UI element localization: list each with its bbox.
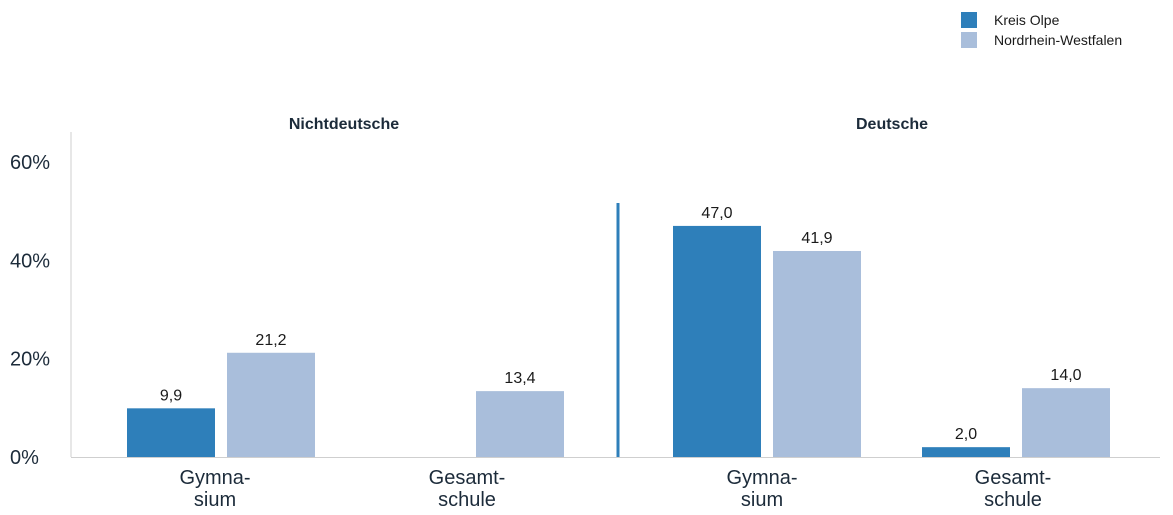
data-label: 47,0: [701, 205, 732, 222]
data-label: 14,0: [1050, 367, 1081, 384]
x-tick-label: Gesamt-: [429, 467, 506, 489]
y-tick-label: 20%: [10, 349, 50, 371]
x-tick-label: sium: [194, 489, 236, 511]
x-tick-label: schule: [438, 489, 496, 511]
legend-label-kreis-olpe: Kreis Olpe: [994, 12, 1060, 28]
legend-swatch-kreis-olpe: [961, 12, 977, 28]
x-tick-label: Gymna-: [726, 467, 797, 489]
data-label: 21,2: [255, 332, 286, 349]
bar-deutsche-gymnasium-kreis-olpe: [673, 225, 761, 457]
bar-deutsche-gymnasium-nrw: [773, 250, 861, 457]
y-tick-label: 40%: [10, 250, 50, 272]
legend-label-nrw: Nordrhein-Westfalen: [994, 32, 1123, 48]
legend-item-nrw: Nordrhein-Westfalen: [961, 30, 1122, 50]
group-title-nichtdeutsche: Nichtdeutsche: [288, 116, 400, 133]
bar-nichtdeutsche-gymnasium-nrw: [227, 352, 315, 457]
y-tick-label: 60%: [10, 152, 50, 174]
data-label: 2,0: [955, 426, 977, 443]
y-tick-label: 0%: [10, 447, 39, 469]
data-label: 9,9: [160, 387, 182, 404]
bar-nichtdeutsche-gymnasium-kreis-olpe: [127, 408, 215, 457]
bar-deutsche-gesamtschule-kreis-olpe: [922, 447, 1010, 457]
bar-deutsche-gesamtschule-nrw: [1022, 388, 1110, 457]
legend: Kreis Olpe Nordrhein-Westfalen: [961, 10, 1122, 50]
bar-nichtdeutsche-gesamtschule-nrw: [476, 391, 564, 457]
x-tick-label: Gymna-: [179, 467, 250, 489]
x-tick-label: Gesamt-: [975, 467, 1052, 489]
legend-item-kreis-olpe: Kreis Olpe: [961, 10, 1122, 30]
group-title-deutsche: Deutsche: [855, 116, 929, 133]
x-tick-label: schule: [984, 489, 1042, 511]
x-tick-label: sium: [741, 489, 783, 511]
legend-swatch-nrw: [961, 32, 977, 48]
data-label: 13,4: [504, 370, 535, 387]
data-label: 41,9: [801, 230, 832, 247]
